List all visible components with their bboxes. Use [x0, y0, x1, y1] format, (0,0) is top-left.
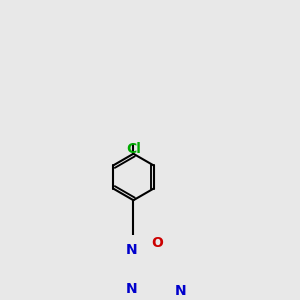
Text: N: N: [126, 244, 138, 257]
Text: N: N: [175, 284, 187, 298]
Text: Cl: Cl: [126, 142, 141, 156]
Text: O: O: [152, 236, 164, 250]
Text: N: N: [126, 282, 138, 296]
